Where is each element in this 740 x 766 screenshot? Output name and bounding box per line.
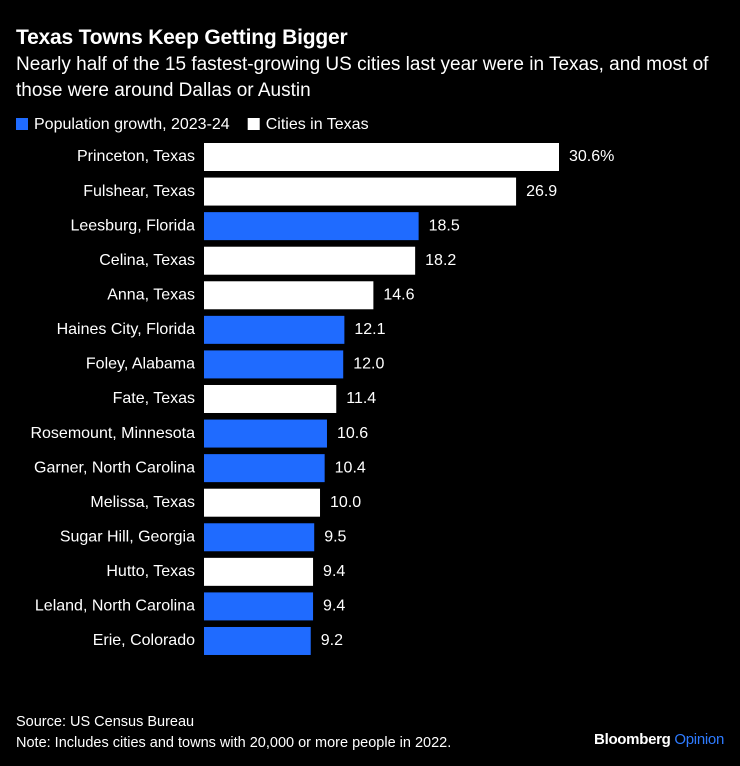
bar (204, 177, 517, 206)
legend-label: Population growth, 2023-24 (34, 116, 230, 133)
chart-title: Texas Towns Keep Getting Bigger (16, 26, 348, 49)
bar (204, 246, 416, 275)
bar (204, 143, 559, 171)
bar (204, 454, 325, 483)
value-label: 30.6% (569, 148, 614, 165)
value-label: 11.4 (346, 390, 376, 407)
y-tick-label: Leland, North Carolina (35, 598, 195, 615)
value-label: 18.2 (425, 252, 456, 269)
bar (204, 488, 321, 517)
value-label: 12.1 (354, 321, 385, 338)
y-tick-label: Princeton, Texas (77, 148, 195, 165)
bar (204, 626, 311, 655)
bar (204, 384, 337, 413)
value-label: 26.9 (526, 183, 557, 200)
note: Note: Includes cities and towns with 20,… (16, 735, 452, 751)
y-tick-label: Erie, Colorado (93, 632, 195, 649)
value-label: 9.4 (323, 598, 345, 615)
value-label: 9.5 (324, 528, 346, 545)
bar (204, 557, 314, 586)
chart: Population growth, 2023-24 Cities in Texa… (16, 116, 614, 655)
y-tick-label: Rosemount, Minnesota (30, 425, 195, 442)
brand-name: Bloomberg (594, 731, 671, 748)
bar (204, 523, 315, 552)
bar (204, 212, 419, 241)
legend-swatch (247, 118, 260, 130)
value-label: 12.0 (353, 356, 384, 373)
y-tick-label: Foley, Alabama (86, 356, 195, 373)
value-label: 18.5 (429, 217, 460, 234)
y-tick-label: Haines City, Florida (57, 321, 196, 338)
y-tick-label: Celina, Texas (99, 252, 195, 269)
y-tick-label: Leesburg, Florida (70, 217, 195, 234)
chart-subtitle: Nearly half of the 15 fastest-growing US… (16, 54, 709, 101)
value-label: 9.4 (323, 563, 345, 580)
bar (204, 315, 345, 344)
legend-swatch (16, 118, 28, 130)
y-tick-label: Anna, Texas (107, 286, 195, 303)
source: Source: US Census Bureau (16, 714, 195, 730)
bar (204, 281, 374, 310)
brand: Bloomberg Opinion (594, 731, 724, 748)
value-label: 10.0 (330, 494, 361, 511)
y-tick-label: Garner, North Carolina (34, 459, 195, 476)
brand-section: Opinion (674, 731, 724, 748)
value-label: 10.6 (337, 425, 368, 442)
bar (204, 350, 344, 379)
y-tick-label: Fate, Texas (113, 390, 195, 407)
bar (204, 419, 327, 448)
y-tick-label: Sugar Hill, Georgia (60, 528, 195, 545)
value-label: 9.2 (321, 632, 343, 649)
value-label: 10.4 (335, 459, 366, 476)
value-label: 14.6 (383, 286, 414, 303)
y-tick-label: Melissa, Texas (90, 494, 195, 511)
y-tick-label: Hutto, Texas (106, 563, 195, 580)
y-tick-label: Fulshear, Texas (83, 183, 195, 200)
legend-label: Cities in Texas (266, 116, 369, 133)
bar (204, 592, 314, 621)
